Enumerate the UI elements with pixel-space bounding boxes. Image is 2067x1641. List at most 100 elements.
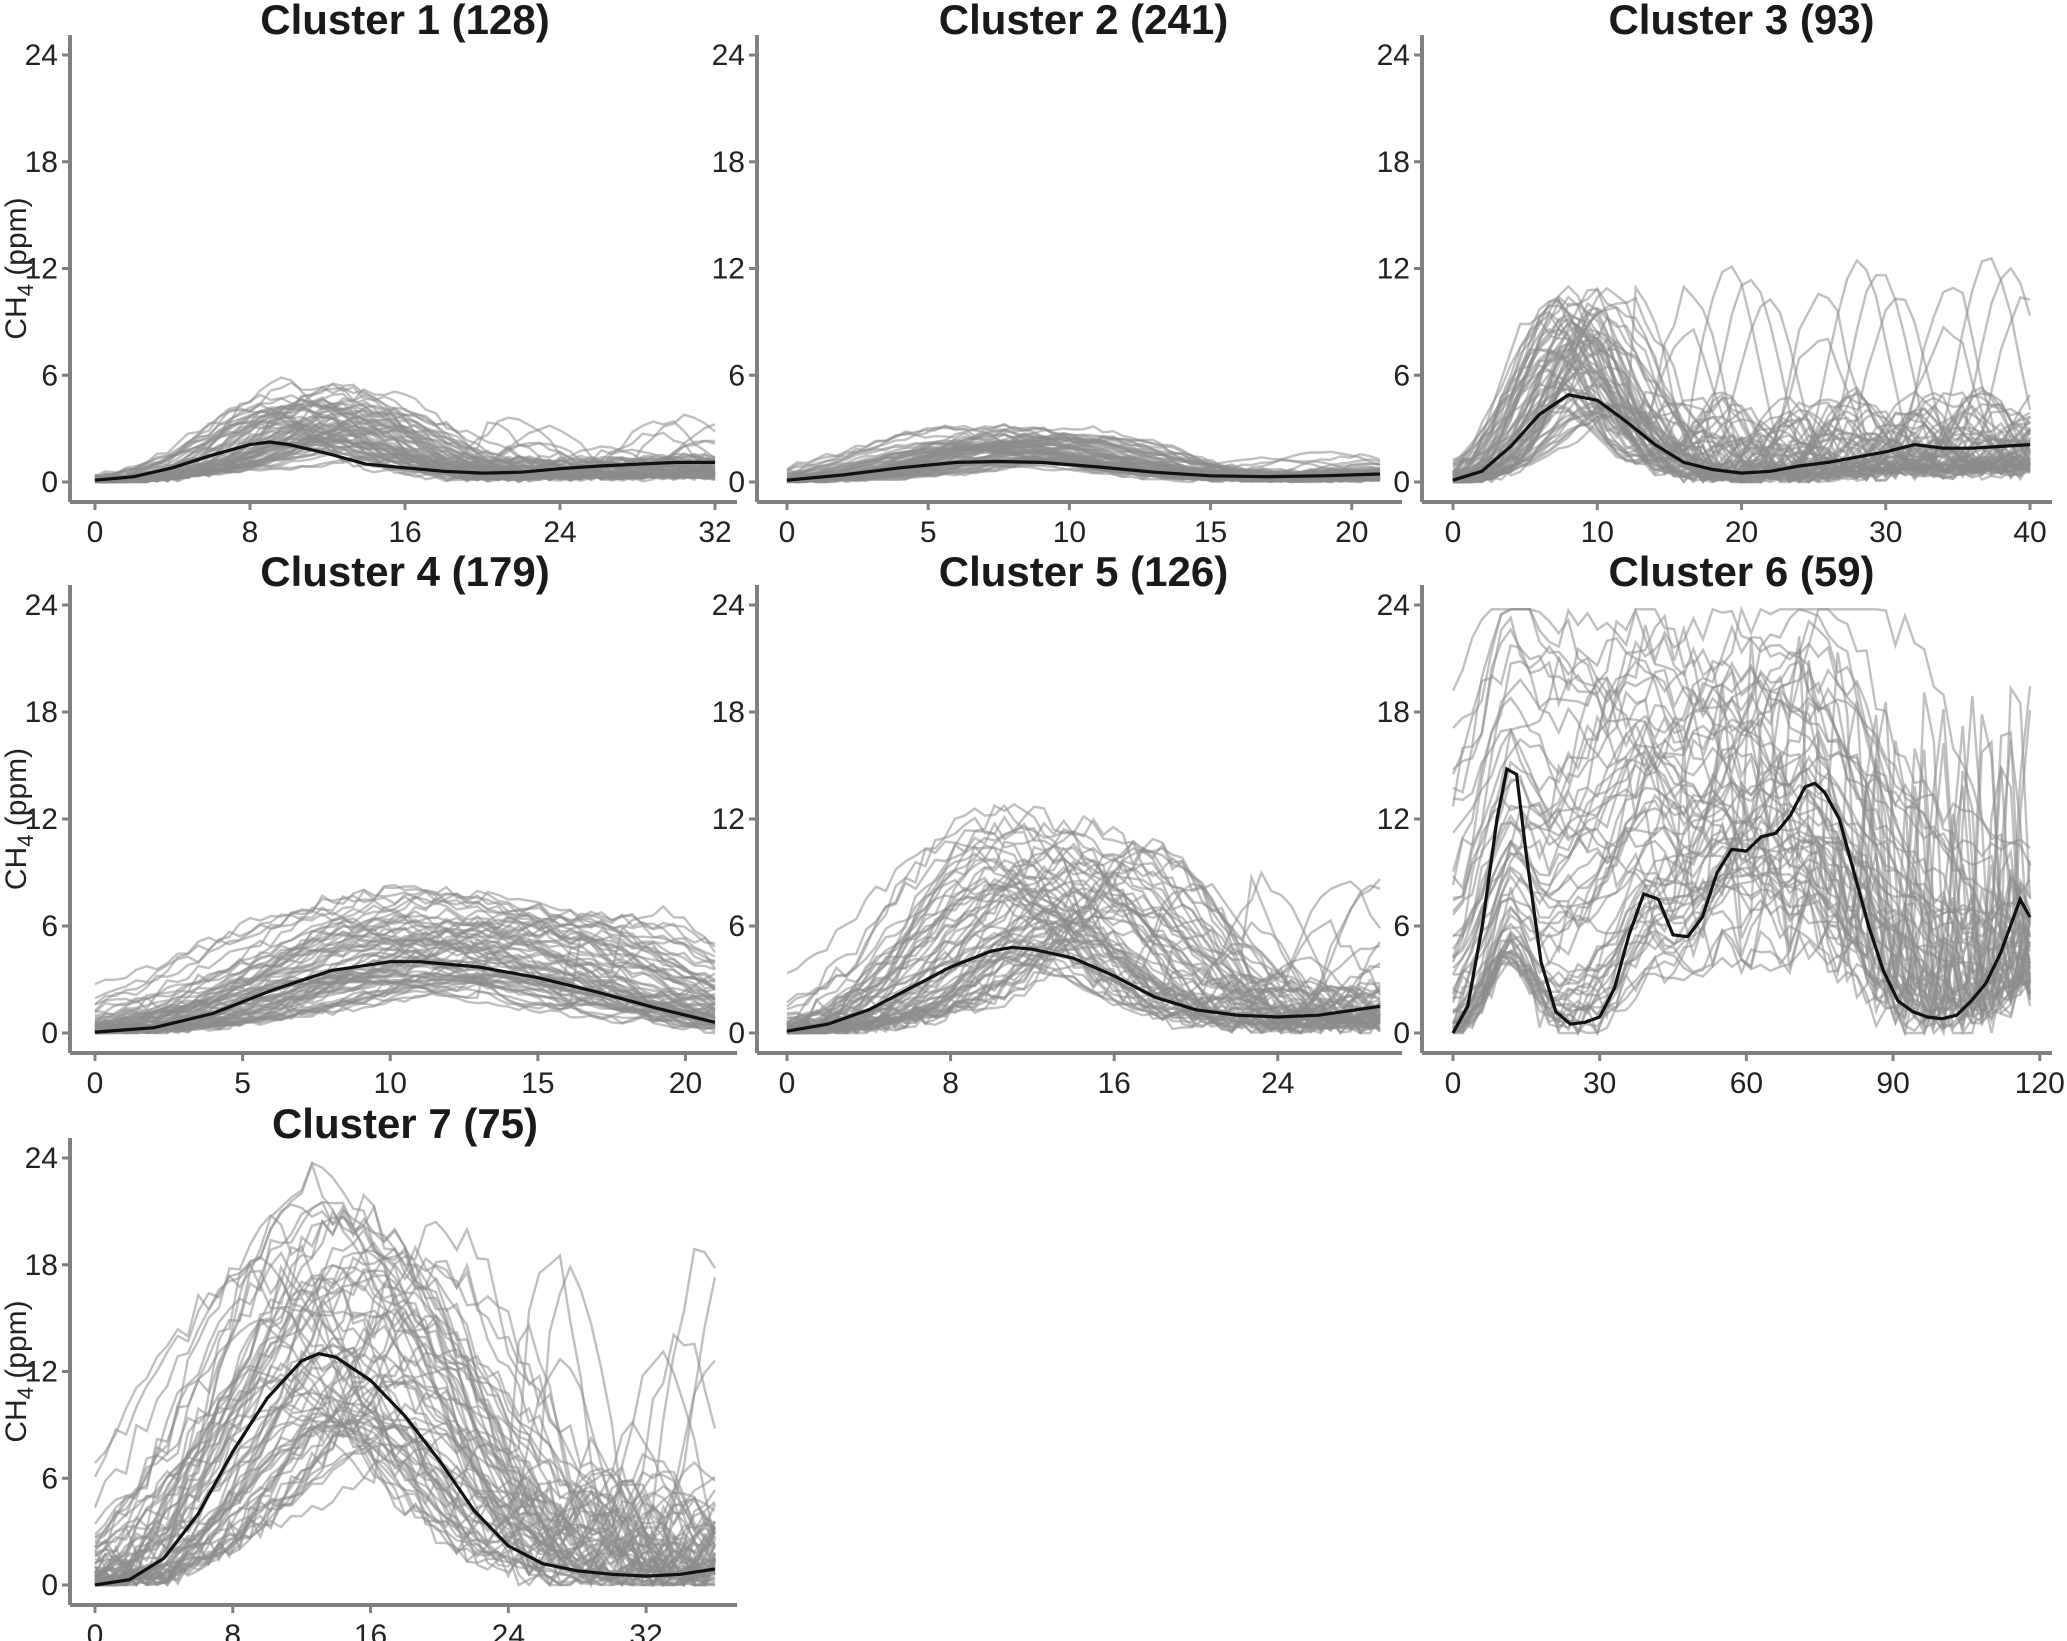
trace-line xyxy=(1452,637,2031,1030)
y-tick-label: 12 xyxy=(25,803,58,836)
x-tick-label: 60 xyxy=(1730,1067,1763,1100)
x-tick-label: 10 xyxy=(374,1067,407,1100)
y-tick-label: 0 xyxy=(41,466,58,499)
x-tick-label: 16 xyxy=(388,516,421,549)
trace-line xyxy=(94,1307,716,1587)
x-tick-label: 32 xyxy=(698,516,731,549)
trace-line xyxy=(1452,830,2031,1025)
trace-line xyxy=(94,971,716,1035)
trace-line xyxy=(1452,342,2031,484)
x-tick-label: 5 xyxy=(234,1067,251,1100)
trace-line xyxy=(786,439,1381,484)
trace-line xyxy=(94,1193,716,1588)
mean-line xyxy=(94,440,715,482)
y-tick-label: 12 xyxy=(712,253,745,286)
y-tick-label: 0 xyxy=(728,466,745,499)
y-tick-label: 0 xyxy=(1393,466,1410,499)
trace-line xyxy=(94,1416,716,1587)
y-axis-label: CH4 (ppm) xyxy=(0,748,38,890)
y-tick-label: 0 xyxy=(728,1017,745,1050)
panel-title: Cluster 7 (75) xyxy=(272,1100,538,1147)
panel-cluster-2: Cluster 2 (241) 0 6 12 18 24 0 5 10 15 20 xyxy=(712,0,1402,549)
trace-line xyxy=(94,1282,716,1587)
trace-line xyxy=(1452,660,2031,1033)
trace-line xyxy=(786,858,1381,1035)
y-tick-label: 6 xyxy=(1393,359,1410,392)
x-tick-label: 15 xyxy=(521,1067,554,1100)
x-tick-label: 30 xyxy=(1583,1067,1616,1100)
x-tick-label: 5 xyxy=(920,516,937,549)
trace-line xyxy=(1452,348,2031,484)
trace-line xyxy=(1451,679,2031,1000)
y-tick-label: 18 xyxy=(25,696,58,729)
x-tick-label: 10 xyxy=(1053,516,1086,549)
x-tick-label: 30 xyxy=(1869,516,1902,549)
trace-line xyxy=(94,953,716,1031)
trace-line xyxy=(94,927,716,1031)
x-tick-label: 8 xyxy=(224,1619,241,1641)
y-tick-label: 18 xyxy=(712,696,745,729)
trace-line xyxy=(786,929,1381,1035)
x-tick-label: 0 xyxy=(1445,1067,1462,1100)
trace-line xyxy=(787,862,1381,1035)
trace-line xyxy=(94,1288,717,1587)
trace-line xyxy=(786,848,1381,1035)
y-tick-label: 6 xyxy=(41,359,58,392)
y-tick-label: 18 xyxy=(1377,696,1410,729)
panel-cluster-3: Cluster 3 (93) 0 6 12 18 24 0 10 20 30 40 xyxy=(1377,0,2052,549)
panel-title: Cluster 4 (179) xyxy=(260,548,549,595)
trace-line xyxy=(94,383,716,484)
trace-line xyxy=(786,956,1381,1028)
y-tick-label: 24 xyxy=(712,39,745,72)
x-tick-label: 16 xyxy=(354,1619,387,1641)
x-tick-label: 8 xyxy=(942,1067,959,1100)
trace-line xyxy=(1452,807,2032,1032)
trace-line xyxy=(94,427,716,484)
panel-cluster-5: Cluster 5 (126) 0 6 12 18 24 0 8 16 24 xyxy=(712,548,1402,1100)
mean-line xyxy=(1451,766,2032,1034)
x-tick-label: 40 xyxy=(2013,516,2046,549)
trace-line xyxy=(94,1309,716,1587)
y-tick-label: 12 xyxy=(1377,253,1410,286)
y-tick-label: 24 xyxy=(712,589,745,622)
trace-line xyxy=(94,973,715,1033)
panel-title: Cluster 5 (126) xyxy=(939,548,1228,595)
trace-line xyxy=(1452,337,2031,483)
trace-line xyxy=(1452,623,2032,1025)
mean-line xyxy=(94,1352,716,1587)
panel-cluster-7: Cluster 7 (75) CH4 (ppm) 0 6 12 18 24 0 8 16 24 32 xyxy=(0,1100,737,1641)
x-tick-label: 24 xyxy=(543,516,576,549)
x-tick-label: 10 xyxy=(1581,516,1614,549)
x-tick-label: 8 xyxy=(242,516,259,549)
trace-line xyxy=(1451,606,2031,1032)
y-tick-label: 0 xyxy=(41,1569,58,1602)
x-tick-label: 20 xyxy=(1725,516,1758,549)
x-tick-label: 24 xyxy=(1261,1067,1294,1100)
y-tick-label: 12 xyxy=(25,1356,58,1389)
y-tick-label: 6 xyxy=(728,910,745,943)
trace-line xyxy=(1452,607,2032,955)
y-tick-label: 12 xyxy=(1377,803,1410,836)
trace-line xyxy=(1451,298,2032,480)
trace-line xyxy=(94,1160,716,1589)
x-tick-label: 20 xyxy=(1335,516,1368,549)
x-tick-label: 20 xyxy=(669,1067,702,1100)
y-tick-label: 0 xyxy=(1393,1017,1410,1050)
x-tick-label: 15 xyxy=(1194,516,1227,549)
panel-title: Cluster 1 (128) xyxy=(260,0,549,43)
trace-line xyxy=(94,1227,716,1583)
trace-line xyxy=(786,950,1381,1030)
panel-cluster-4: Cluster 4 (179) CH4 (ppm) 0 6 12 18 24 0 5 10 15 20 xyxy=(0,548,737,1100)
panel-title: Cluster 3 (93) xyxy=(1608,0,1874,43)
trace-line xyxy=(94,409,716,484)
y-tick-label: 18 xyxy=(25,146,58,179)
x-tick-label: 0 xyxy=(779,516,796,549)
trace-group xyxy=(1451,256,2032,485)
y-axis-label: CH4 (ppm) xyxy=(0,1300,38,1442)
y-tick-label: 18 xyxy=(1377,146,1410,179)
trace-line xyxy=(1452,660,2032,1031)
y-tick-label: 6 xyxy=(1393,910,1410,943)
mean-line xyxy=(1452,393,2031,482)
